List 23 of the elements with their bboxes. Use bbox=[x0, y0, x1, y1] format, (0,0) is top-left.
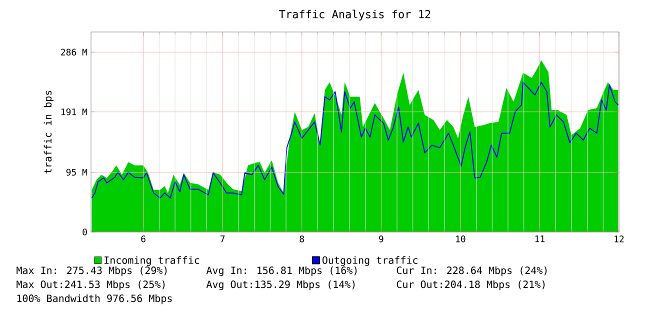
x-tick-label: 12 bbox=[614, 236, 624, 242]
y-tick-label: 95 M bbox=[66, 168, 88, 176]
text: Cur Out:204.18 Mbps (21%) bbox=[396, 280, 545, 290]
text: Max Out:241.53 Mbps (25%) bbox=[16, 280, 165, 290]
y-tick-label: 286 M bbox=[61, 48, 88, 56]
text: Cur In: 228.64 Mbps (24%) bbox=[396, 266, 547, 276]
x-tick-label: 7 bbox=[220, 236, 225, 242]
y-tick-label: 0 bbox=[82, 228, 87, 236]
y-tick-label: 191 M bbox=[61, 108, 88, 116]
y-axis-title: traffic in bps bbox=[44, 90, 54, 174]
text: Avg In: 156.81 Mbps (16%) bbox=[206, 266, 357, 276]
text: Max In: 275.43 Mbps (29%) bbox=[16, 266, 167, 276]
legend-label: Incoming traffic bbox=[104, 256, 200, 266]
x-tick-label: 11 bbox=[535, 236, 545, 242]
line-series bbox=[91, 82, 619, 199]
x-tick-label: 10 bbox=[456, 236, 466, 242]
chart-title: Traffic Analysis for 12 bbox=[279, 10, 430, 20]
x-tick-label: 8 bbox=[300, 236, 304, 242]
x-tick-label: 9 bbox=[379, 236, 384, 242]
text: 100% Bandwidth 976.56 Mbps bbox=[17, 294, 172, 304]
text: Avg Out:135.29 Mbps (14%) bbox=[206, 280, 355, 290]
x-tick-label: 6 bbox=[141, 236, 146, 242]
legend-label: Outgoing traffic bbox=[322, 256, 418, 266]
